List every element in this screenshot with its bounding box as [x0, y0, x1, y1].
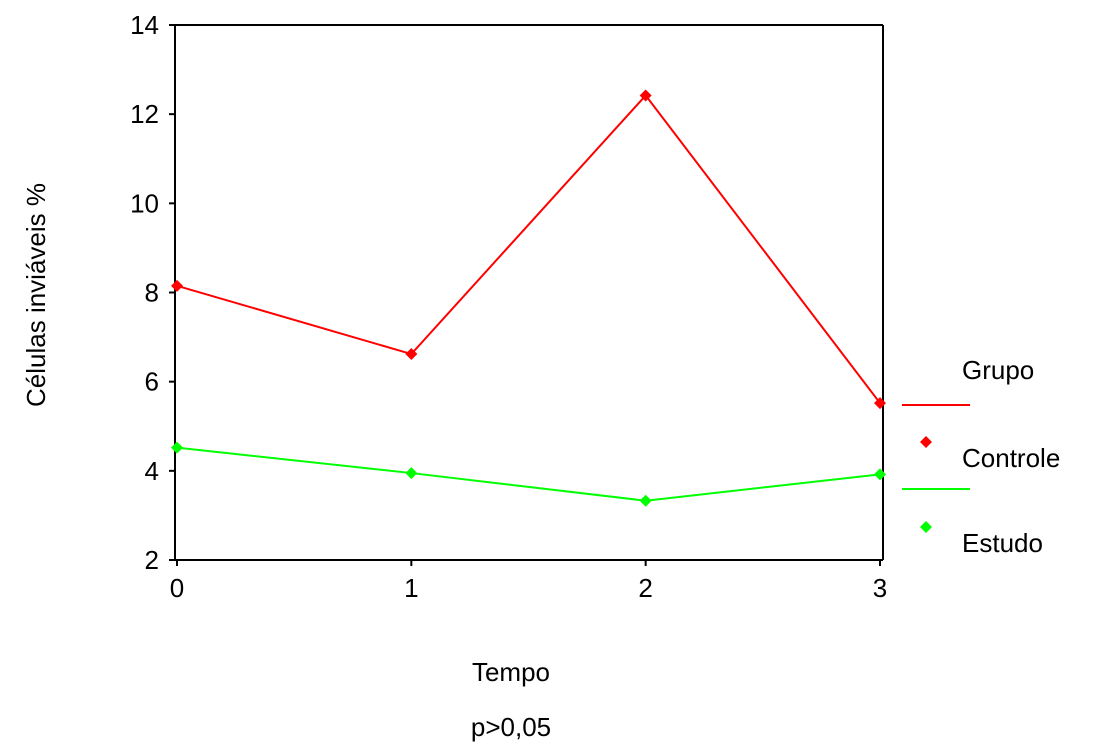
x-axis: 0 1 2 3	[170, 560, 887, 603]
series-layer	[171, 89, 886, 507]
legend-label-estudo: Estudo	[962, 528, 1043, 558]
data-point-estudo-2	[639, 494, 652, 507]
x-axis-label: Tempo	[472, 657, 550, 687]
x-tick-label-0: 0	[170, 573, 184, 603]
data-point-estudo-1	[405, 467, 418, 480]
data-point-estudo-3	[874, 468, 886, 481]
data-point-controle-3	[874, 397, 886, 410]
y-tick-label-10: 10	[130, 188, 159, 218]
y-tick-label-4: 4	[145, 456, 159, 486]
y-axis: 2 4 6 8 10 12 14	[130, 10, 175, 575]
legend-marker-estudo	[920, 521, 932, 533]
data-point-controle-1	[405, 348, 418, 361]
y-tick-label-14: 14	[130, 10, 159, 40]
legend: Grupo Controle Estudo	[902, 355, 1060, 558]
x-tick-label-3: 3	[873, 573, 887, 603]
y-tick-label-2: 2	[145, 545, 159, 575]
y-tick-label-8: 8	[145, 278, 159, 308]
y-tick-label-12: 12	[130, 99, 159, 129]
data-point-estudo-0	[171, 441, 183, 454]
x-tick-label-1: 1	[404, 573, 418, 603]
legend-item-controle: Controle	[902, 404, 1060, 473]
legend-marker-controle	[920, 436, 932, 448]
significance-note: p>0,05	[471, 712, 551, 742]
y-axis-label: Células inviáveis %	[21, 183, 51, 407]
legend-title: Grupo	[962, 355, 1034, 385]
data-point-controle-0	[171, 279, 183, 292]
plot-frame	[174, 24, 884, 561]
legend-item-estudo: Estudo	[902, 488, 1043, 558]
data-point-controle-2	[639, 89, 652, 102]
legend-label-controle: Controle	[962, 443, 1060, 473]
y-tick-label-6: 6	[145, 367, 159, 397]
series-line-controle	[176, 93, 881, 404]
series-line-estudo	[176, 446, 881, 502]
x-tick-label-2: 2	[638, 573, 652, 603]
